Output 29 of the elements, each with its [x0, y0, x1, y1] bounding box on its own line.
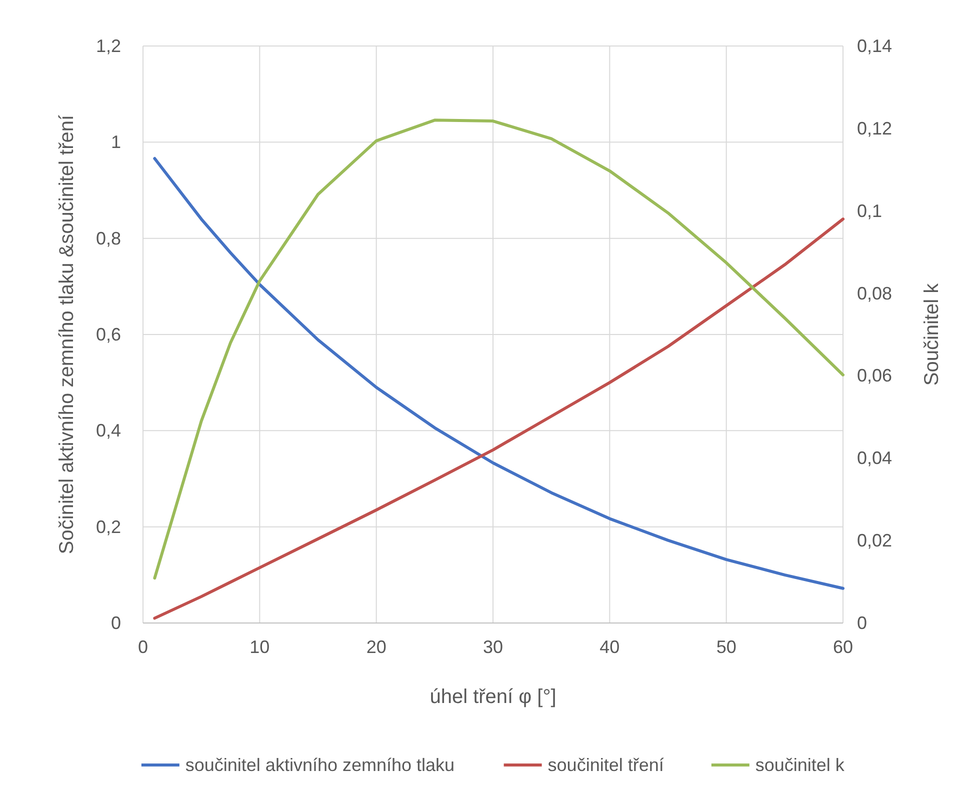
y-tick-label: 0,2 — [96, 516, 121, 537]
y2-tick-label: 0,12 — [857, 118, 892, 138]
y2-tick-label: 0,04 — [857, 448, 892, 468]
y2-tick-label: 0,14 — [857, 36, 892, 56]
line-series — [153, 218, 844, 620]
y2-tick-label: 0 — [857, 613, 868, 633]
x-tick-label: 10 — [250, 637, 270, 657]
y2-tick-label: 0,06 — [857, 366, 892, 386]
x-tick-label: 30 — [482, 637, 504, 657]
x-tick-label: 0 — [138, 637, 148, 657]
y2-axis-title: Součinitel k — [921, 282, 943, 386]
y-tick-label: 1 — [110, 132, 121, 152]
legend-label: součinitel aktivního zemního tlaku — [185, 755, 455, 775]
y-axis-title: Sočinitel aktivního zemního tlaku &součinitel tření — [56, 114, 78, 554]
y2-tick-label: 0,08 — [857, 283, 892, 304]
legend-label: součinitel tření — [548, 755, 664, 775]
y-tick-label: 1,2 — [96, 36, 121, 56]
y-tick-label: 0,4 — [96, 420, 121, 441]
y-tick-label: 0 — [110, 613, 121, 633]
legend-label: součinitel k — [755, 755, 846, 775]
x-tick-label: 60 — [832, 637, 854, 657]
y2-tick-label: 0,02 — [857, 530, 892, 551]
x-tick-label: 40 — [600, 637, 620, 657]
y-tick-label: 0,6 — [96, 324, 121, 344]
x-axis-title: úhel tření φ [°] — [430, 686, 556, 708]
y-tick-label: 0,8 — [96, 228, 121, 248]
x-tick-label: 20 — [366, 637, 386, 657]
x-tick-label: 50 — [716, 637, 736, 657]
y2-tick-label: 0,1 — [857, 200, 882, 221]
